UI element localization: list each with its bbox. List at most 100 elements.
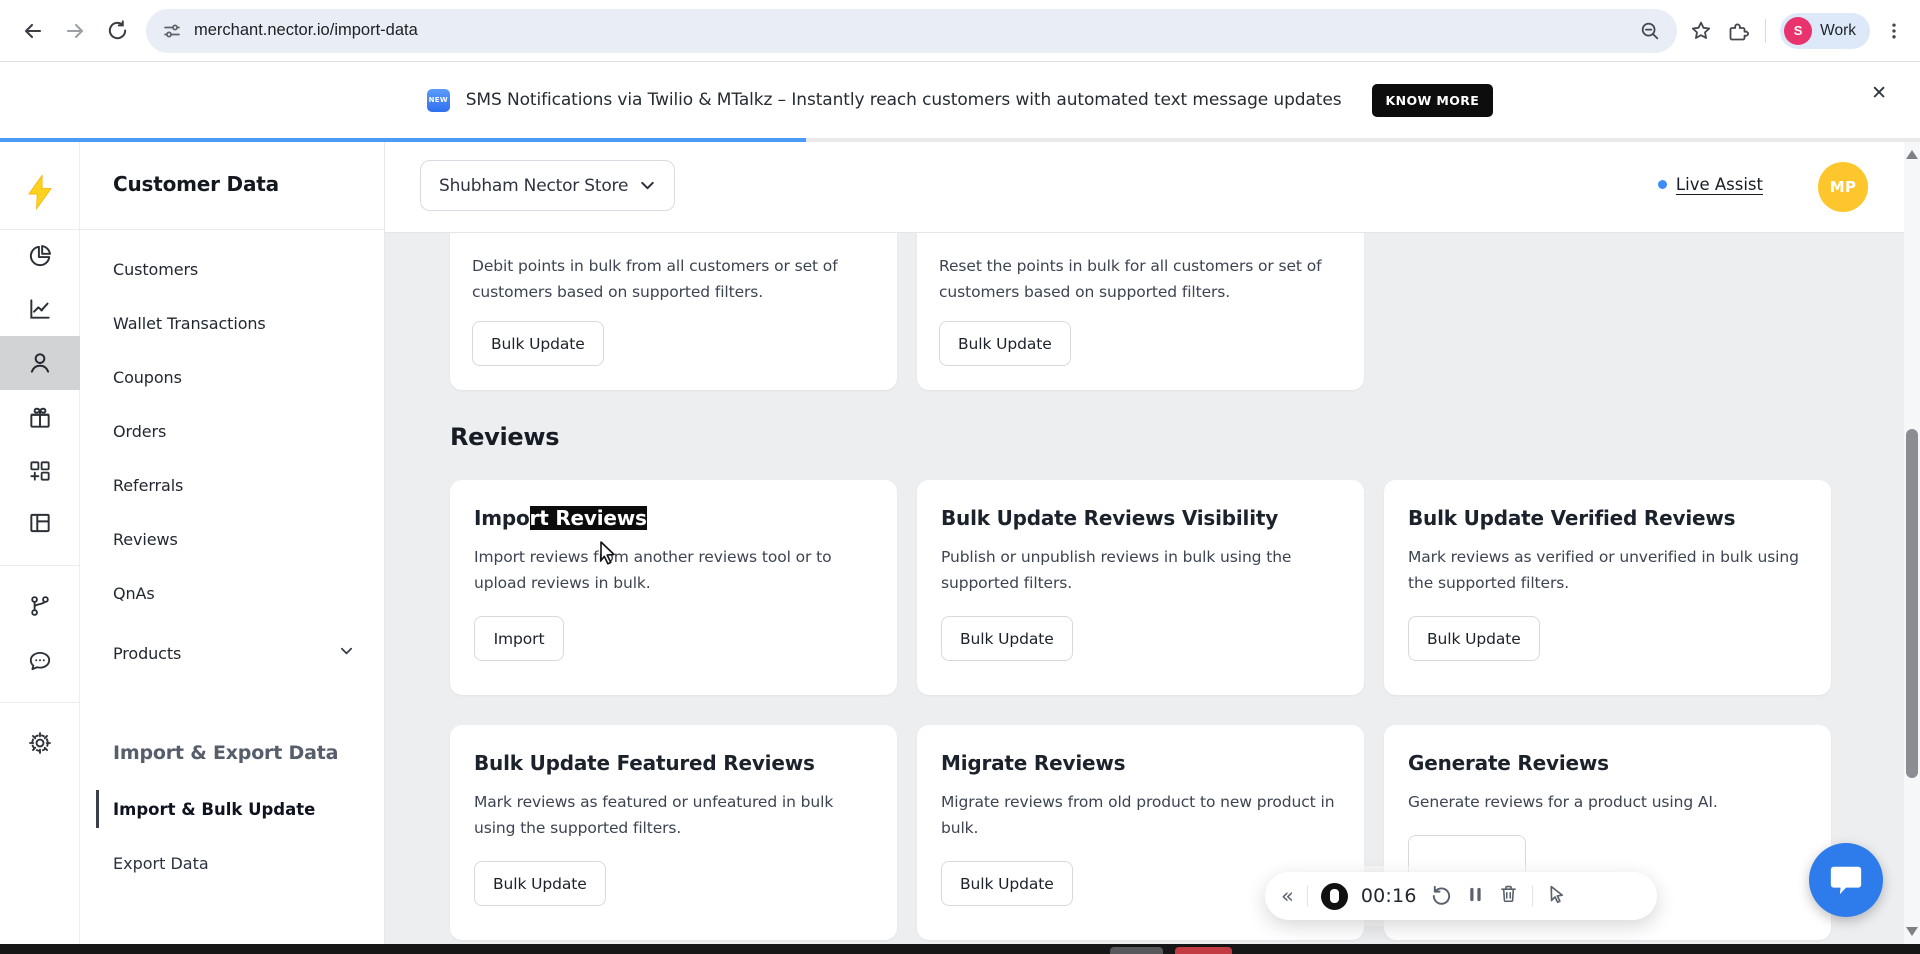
toolbar-divider xyxy=(1765,18,1767,43)
scrollbar-up-button[interactable] xyxy=(1906,150,1918,159)
main-area: Shubham Nector Store Live Assist MP Debi… xyxy=(385,142,1920,954)
rail-item-trends[interactable] xyxy=(0,282,80,336)
collapse-toolbar-button[interactable]: « xyxy=(1281,883,1294,908)
sidebar-item-import-bulk-update[interactable]: Import & Bulk Update xyxy=(80,782,384,836)
sidebar-nav-import-export: Import & Bulk Update Export Data xyxy=(80,782,384,890)
import-button[interactable]: Import xyxy=(474,616,564,661)
bulk-update-button[interactable]: Bulk Update xyxy=(1408,616,1540,661)
sidebar-item-referrals[interactable]: Referrals xyxy=(113,475,184,495)
lightning-logo-icon xyxy=(28,174,52,210)
person-icon xyxy=(30,353,50,373)
main-header: Shubham Nector Store Live Assist MP xyxy=(385,142,1920,233)
bulk-update-button[interactable]: Bulk Update xyxy=(474,861,606,906)
sidebar-item-reviews[interactable]: Reviews xyxy=(113,529,178,549)
sidebar-item-export-data[interactable]: Export Data xyxy=(113,853,209,873)
sidebar-item-qnas[interactable]: QnAs xyxy=(113,583,155,603)
chat-widget-button[interactable] xyxy=(1809,843,1883,917)
icon-rail xyxy=(0,142,80,954)
pie-chart-icon xyxy=(29,245,51,267)
stop-recording-button[interactable] xyxy=(1320,882,1348,910)
forward-button[interactable] xyxy=(54,10,96,52)
profile-name: Work xyxy=(1820,21,1856,39)
bulk-update-button[interactable]: Bulk Update xyxy=(472,321,604,366)
recorder-divider xyxy=(1306,885,1308,907)
menu-kebab-icon[interactable] xyxy=(1884,20,1904,42)
rail-item-pages[interactable] xyxy=(0,496,80,550)
mouse-cursor xyxy=(597,540,619,570)
chrome-actions: S Work xyxy=(1689,12,1908,49)
bulk-update-featured-reviews-card: Bulk Update Featured Reviews Mark review… xyxy=(450,725,897,940)
rail-item-developer[interactable] xyxy=(0,579,80,633)
selected-text: rt Reviews xyxy=(529,506,647,530)
user-avatar[interactable]: MP xyxy=(1818,162,1868,212)
sidebar-divider xyxy=(80,229,384,230)
scrollbar-thumb[interactable] xyxy=(1906,429,1918,778)
rail-item-analytics-pie[interactable] xyxy=(0,229,80,283)
bookmark-star-icon[interactable] xyxy=(1689,19,1713,43)
sidebar-item-wallet-transactions[interactable]: Wallet Transactions xyxy=(113,313,266,333)
url-text[interactable]: merchant.nector.io/import-data xyxy=(194,21,418,39)
content-area: Debit points in bulk from all customers … xyxy=(385,233,1920,954)
back-button[interactable] xyxy=(12,10,54,52)
sidebar-item-products[interactable]: Products xyxy=(80,626,384,680)
pause-recording-button[interactable] xyxy=(1466,884,1485,909)
scrollbar-down-button[interactable] xyxy=(1906,927,1918,936)
card-title: Bulk Update Featured Reviews xyxy=(474,751,815,775)
chat-bubble-icon xyxy=(1830,866,1862,895)
chat-dots-icon xyxy=(29,651,51,671)
recorder-divider xyxy=(1531,885,1533,907)
debit-points-card: Debit points in bulk from all customers … xyxy=(450,233,897,390)
card-description: Reset the points in bulk for all custome… xyxy=(939,257,1322,301)
bulk-update-button[interactable]: Bulk Update xyxy=(941,861,1073,906)
extensions-puzzle-icon[interactable] xyxy=(1727,19,1751,43)
sidebar-item-customers[interactable]: Customers xyxy=(113,259,199,279)
sidebar-heading-import-export: Import & Export Data xyxy=(113,742,339,764)
reset-points-card: Reset the points in bulk for all custome… xyxy=(917,233,1364,390)
reviews-cards-row-1: Import Reviews Import reviews from anoth… xyxy=(450,480,1831,695)
pointer-tool-button[interactable] xyxy=(1546,883,1567,909)
know-more-button[interactable]: KNOW MORE xyxy=(1371,83,1494,117)
bulk-update-button[interactable]: Bulk Update xyxy=(939,321,1071,366)
rail-item-support-chat[interactable] xyxy=(0,634,80,688)
address-bar[interactable]: merchant.nector.io/import-data xyxy=(146,8,1678,53)
sidebar: Customer Data Customers Wallet Transacti… xyxy=(80,142,385,954)
bulk-update-verified-reviews-card: Bulk Update Verified Reviews Mark review… xyxy=(1384,480,1831,695)
restart-recording-button[interactable] xyxy=(1430,883,1453,910)
pause-icon xyxy=(1469,887,1481,901)
app-frame: Customer Data Customers Wallet Transacti… xyxy=(0,142,1920,954)
sidebar-heading: Customer Data xyxy=(113,172,279,196)
card-title: Bulk Update Verified Reviews xyxy=(1408,506,1736,530)
live-assist-link[interactable]: Live Assist xyxy=(1657,175,1763,194)
section-title-reviews: Reviews xyxy=(450,423,560,451)
rail-logo[interactable] xyxy=(0,165,80,219)
chevron-down-icon xyxy=(641,181,654,190)
delete-recording-button[interactable] xyxy=(1498,883,1519,909)
site-settings-icon xyxy=(164,24,180,37)
bulk-update-button[interactable]: Bulk Update xyxy=(941,616,1073,661)
card-title: Bulk Update Reviews Visibility xyxy=(941,506,1279,530)
new-badge: NEW xyxy=(426,88,450,112)
reload-button[interactable] xyxy=(96,10,138,52)
rail-item-settings[interactable] xyxy=(0,716,80,770)
zoom-out-icon[interactable] xyxy=(1639,20,1661,42)
player-control-red xyxy=(1175,947,1232,954)
store-selector-dropdown[interactable]: Shubham Nector Store xyxy=(420,160,675,211)
reviews-cards-row-2: Bulk Update Featured Reviews Mark review… xyxy=(450,725,1831,940)
gear-icon xyxy=(29,732,51,754)
rail-item-customers[interactable] xyxy=(0,336,80,390)
rail-item-integrations[interactable] xyxy=(0,444,80,498)
card-description: Import reviews from another reviews tool… xyxy=(474,548,832,592)
sidebar-nav-customer-data: Customers Wallet Transactions Coupons Or… xyxy=(80,242,384,680)
card-description: Publish or unpublish reviews in bulk usi… xyxy=(941,548,1292,592)
sidebar-item-coupons[interactable]: Coupons xyxy=(113,367,182,387)
card-description: Mark reviews as featured or unfeatured i… xyxy=(474,793,834,837)
sidebar-item-orders[interactable]: Orders xyxy=(113,421,167,441)
trash-icon xyxy=(1500,885,1516,903)
rail-item-rewards[interactable] xyxy=(0,391,80,445)
rail-divider xyxy=(0,702,80,703)
layout-icon xyxy=(30,513,50,533)
banner-message: SMS Notifications via Twilio & MTalkz – … xyxy=(465,90,1342,110)
banner-close-button[interactable]: ✕ xyxy=(1871,83,1887,104)
live-dot-icon xyxy=(1657,180,1667,189)
browser-profile-button[interactable]: S Work xyxy=(1780,12,1870,49)
